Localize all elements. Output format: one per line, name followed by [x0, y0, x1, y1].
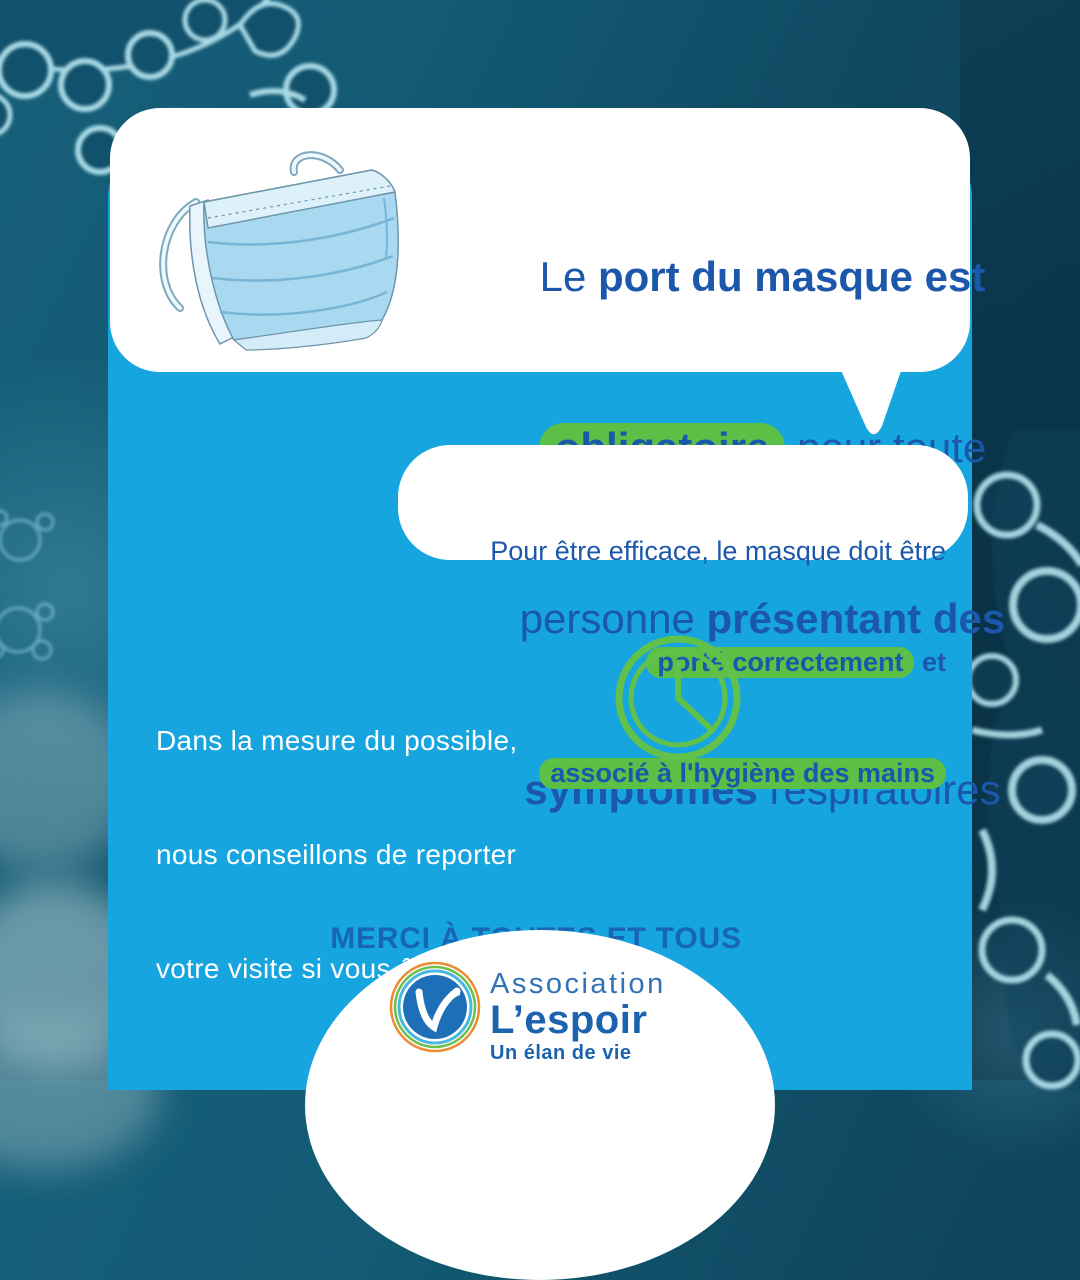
logo-tagline: Un élan de vie [490, 1042, 632, 1064]
speech-bubble-tail [840, 368, 902, 435]
text-line: Pour être efficace, le masque doit être [490, 536, 946, 566]
text-line: porté correctement et [398, 644, 946, 681]
speech-bubble-efficacy: Pour être efficace, le masque doit être … [398, 445, 968, 789]
text-line: Le port du masque est [539, 253, 986, 300]
highlight-hygiene-mains: associé à l'hygiène des mains [539, 758, 946, 789]
text-line: nous conseillons de reporter [156, 839, 517, 870]
logo-org-type: Association [490, 968, 666, 1000]
association-logo-icon [389, 961, 481, 1053]
text-line: associé à l'hygiène des mains [398, 755, 946, 792]
text-line: personne présentant des [519, 595, 1006, 642]
advice-text: Dans la mesure du possible, nous conseil… [156, 646, 563, 1026]
virus-illustration-left-small [0, 509, 55, 661]
surgical-mask-icon [159, 151, 400, 351]
poster-canvas: { "colors": { "card_blue": "#16a5df", "a… [0, 0, 1080, 1170]
logo-name: L’espoir [490, 998, 648, 1042]
clock-icon [615, 635, 741, 761]
text-line: Dans la mesure du possible, [156, 725, 518, 756]
association-logo-text: Association L’espoir Un élan de vie [490, 969, 666, 1065]
